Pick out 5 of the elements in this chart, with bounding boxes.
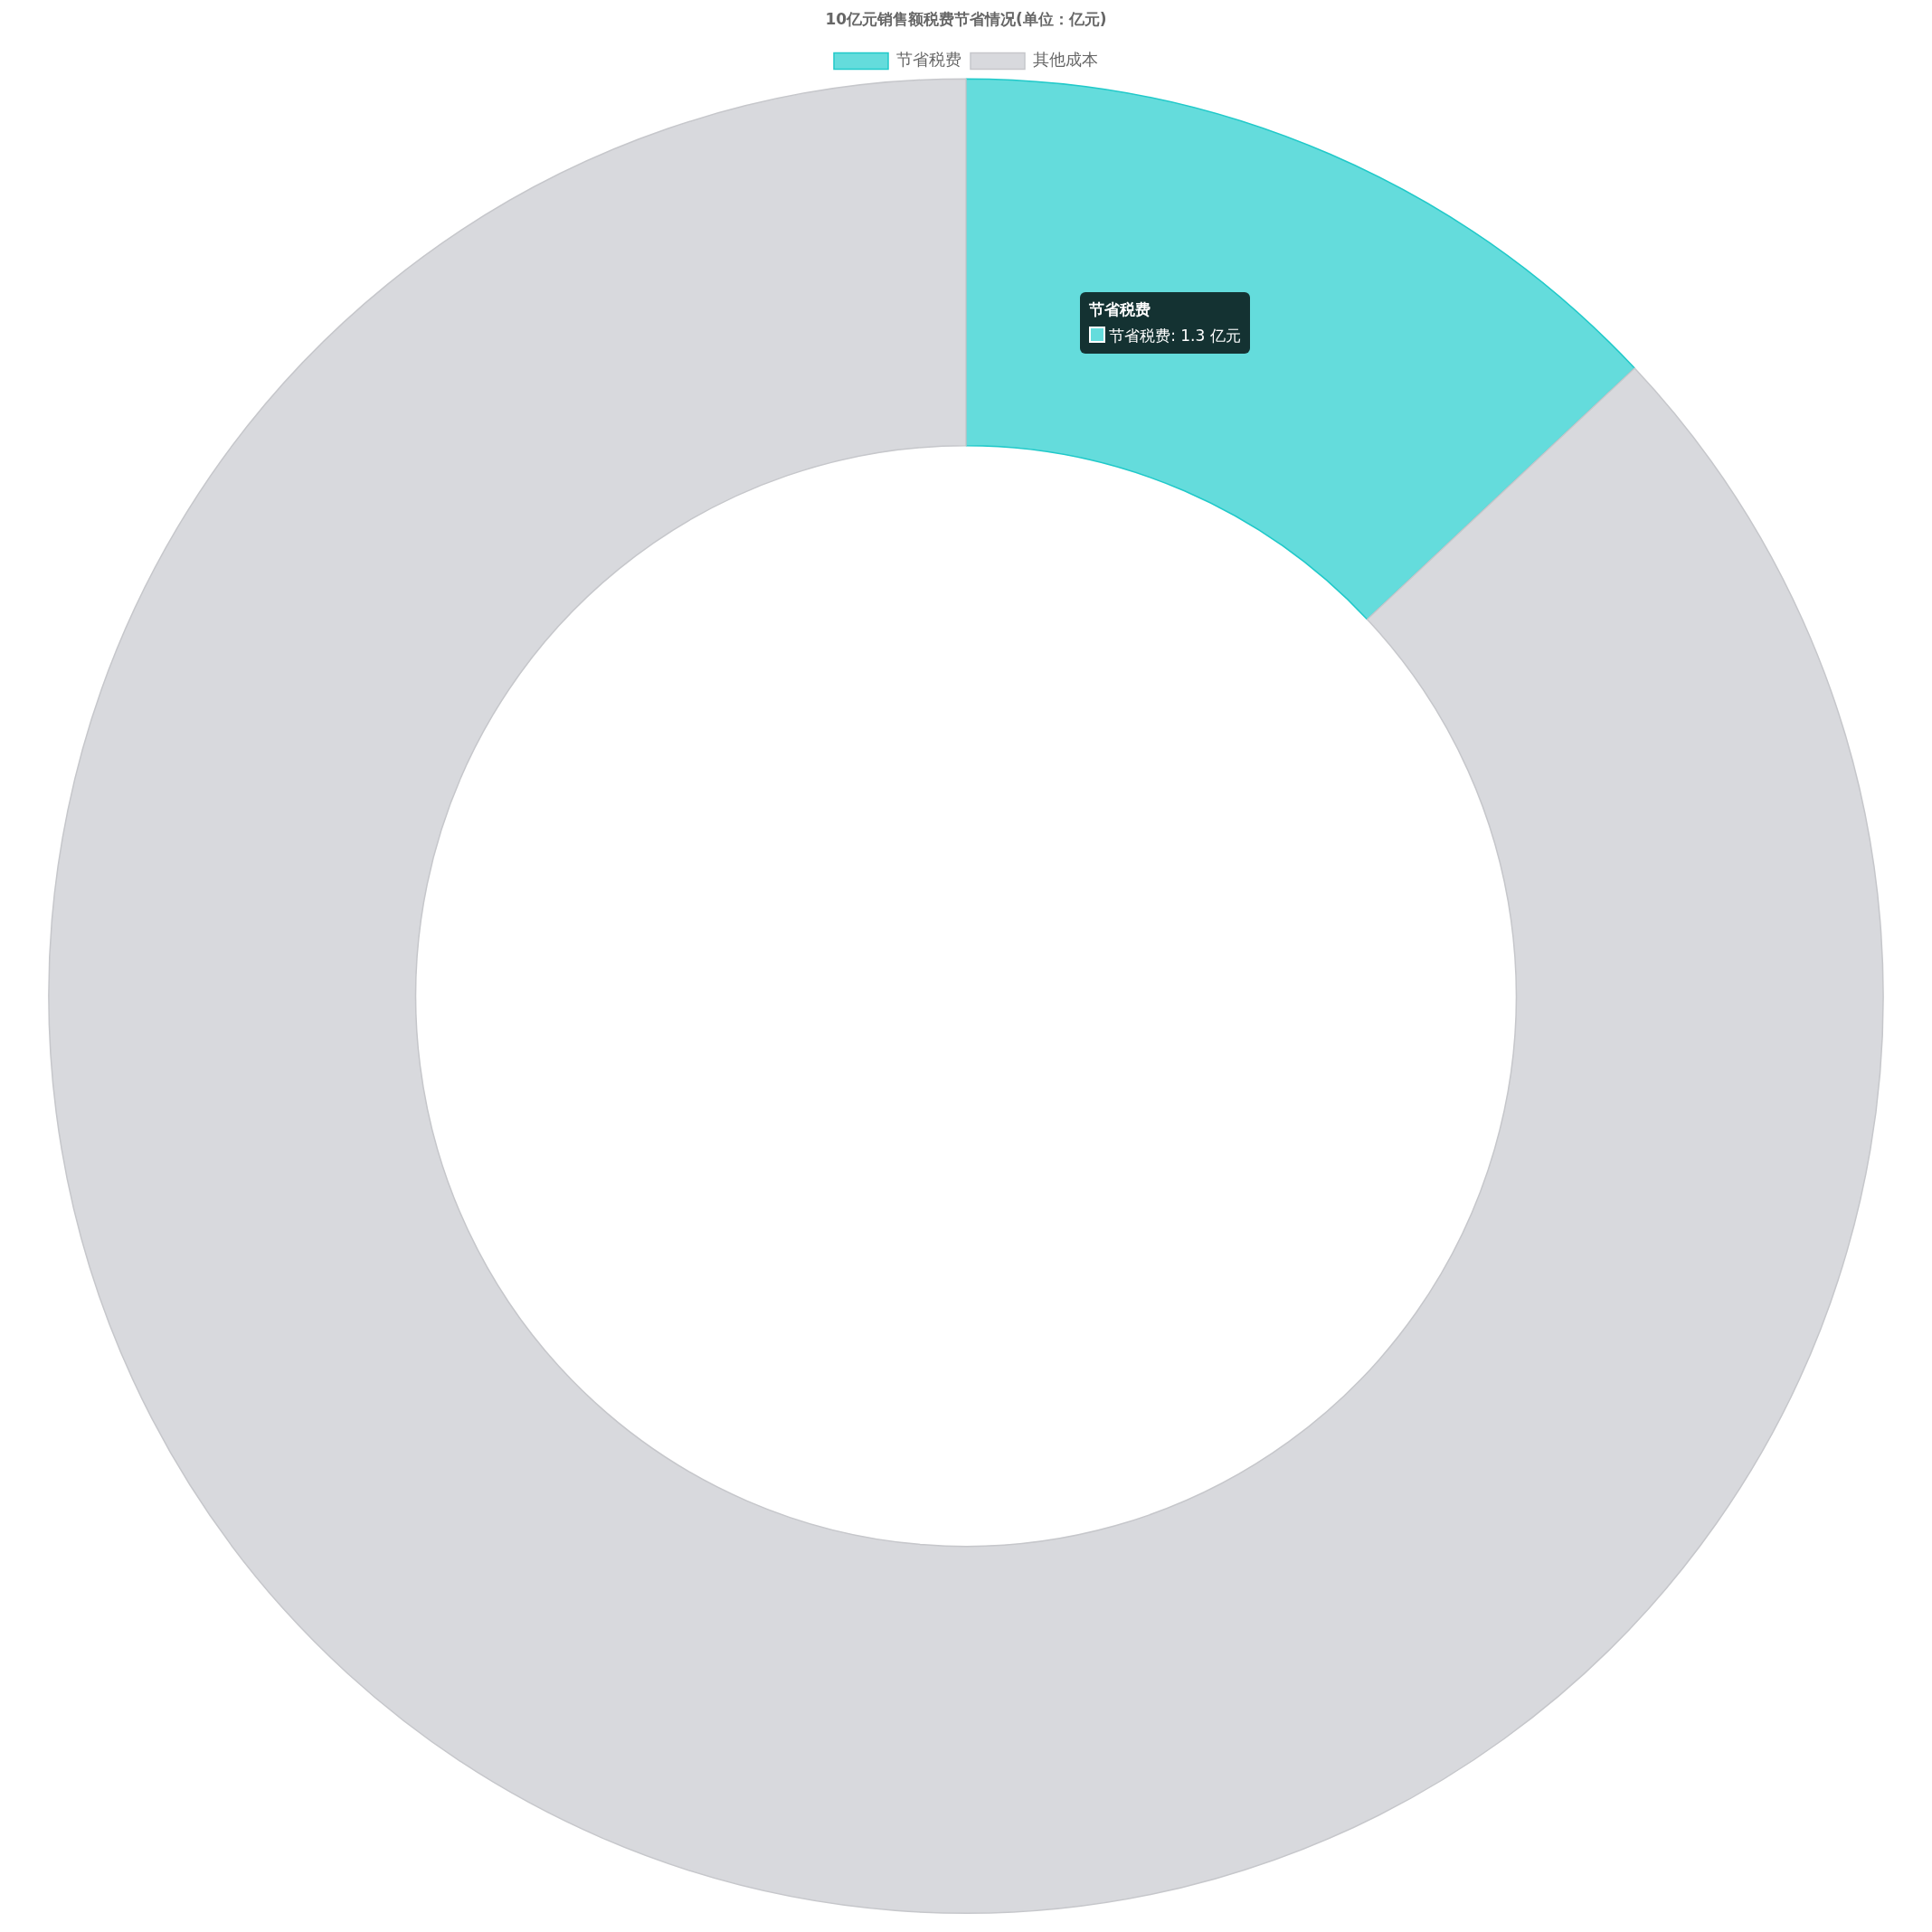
data-label: 节省税费: 1.3 亿元 bbox=[1109, 326, 1241, 345]
legend-label: 节省税费 bbox=[896, 50, 961, 70]
chart-title: 10亿元销售额税费节省情况(单位：亿元) bbox=[825, 9, 1107, 28]
slice-label: 节省税费 bbox=[1089, 298, 1152, 320]
legend-label: 其他成本 bbox=[1033, 50, 1098, 70]
